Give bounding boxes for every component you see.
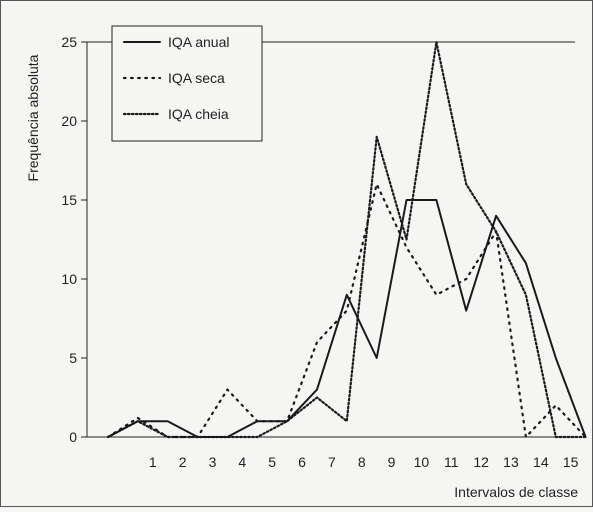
legend-label-2: IQA seca	[168, 70, 225, 86]
x-tick-label: 12	[473, 454, 489, 470]
x-tick-label: 13	[503, 454, 519, 470]
series-line-3	[106, 40, 587, 439]
x-tick-label: 15	[563, 454, 579, 470]
x-tick-label: 14	[533, 454, 549, 470]
legend-box	[111, 25, 263, 142]
x-tick-label: 7	[328, 454, 336, 470]
x-tick-label: 5	[268, 454, 276, 470]
y-tick-label: 25	[61, 34, 77, 50]
x-tick-label: 6	[298, 454, 306, 470]
y-axis-label: Frequência absoluta	[25, 54, 41, 181]
x-tick-label: 4	[238, 454, 246, 470]
x-tick-label: 10	[414, 454, 430, 470]
x-tick-label: 9	[388, 454, 396, 470]
x-tick-label: 11	[444, 454, 459, 470]
x-axis-label: Intervalos de classe	[454, 484, 578, 500]
y-tick-label: 5	[69, 350, 77, 366]
series-line-1	[107, 199, 587, 438]
x-tick-label: 3	[209, 454, 217, 470]
y-tick-label: 10	[61, 271, 77, 287]
y-tick-label: 15	[61, 192, 77, 208]
legend-label-1: IQA anual	[168, 34, 230, 50]
y-axis-ticks: 0 5 10 15 20 25	[61, 34, 87, 445]
x-tick-label: 8	[358, 454, 366, 470]
x-axis-ticks: 1 2 3 4 5 6 7 8 9 10 11 12 13 14 15	[149, 454, 579, 470]
legend: IQA anual IQA seca IQA cheia	[111, 25, 263, 142]
x-tick-label: 1	[149, 454, 157, 470]
legend-label-3: IQA cheia	[168, 106, 229, 122]
y-tick-label: 0	[69, 429, 77, 445]
y-tick-label: 20	[61, 113, 77, 129]
x-tick-label: 2	[179, 454, 187, 470]
series-layer	[106, 40, 587, 439]
